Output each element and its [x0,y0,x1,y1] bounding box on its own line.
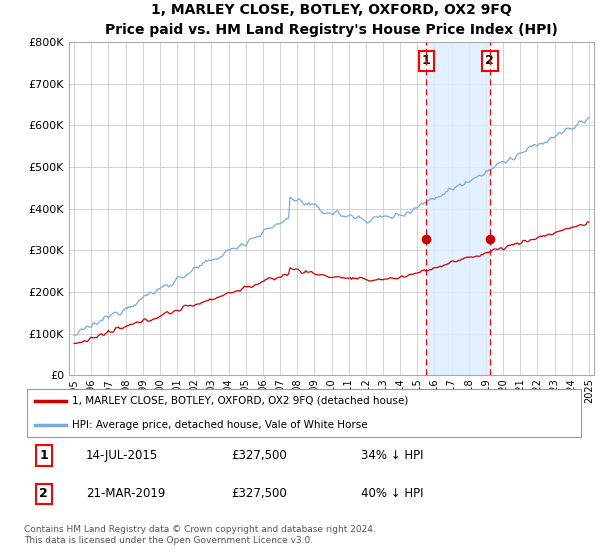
Text: 1, MARLEY CLOSE, BOTLEY, OXFORD, OX2 9FQ (detached house): 1, MARLEY CLOSE, BOTLEY, OXFORD, OX2 9FQ… [71,396,408,406]
Text: 2: 2 [39,487,48,500]
Text: 40% ↓ HPI: 40% ↓ HPI [361,487,423,500]
Text: 2: 2 [485,54,494,67]
Text: £327,500: £327,500 [232,449,287,462]
Title: 1, MARLEY CLOSE, BOTLEY, OXFORD, OX2 9FQ
Price paid vs. HM Land Registry's House: 1, MARLEY CLOSE, BOTLEY, OXFORD, OX2 9FQ… [105,3,558,36]
Text: 1: 1 [39,449,48,462]
Text: 21-MAR-2019: 21-MAR-2019 [86,487,165,500]
Text: 34% ↓ HPI: 34% ↓ HPI [361,449,423,462]
Text: 1: 1 [422,54,431,67]
Text: Contains HM Land Registry data © Crown copyright and database right 2024.
This d: Contains HM Land Registry data © Crown c… [24,525,376,545]
Text: HPI: Average price, detached house, Vale of White Horse: HPI: Average price, detached house, Vale… [71,420,367,430]
FancyBboxPatch shape [27,389,581,437]
Text: 14-JUL-2015: 14-JUL-2015 [86,449,158,462]
Text: £327,500: £327,500 [232,487,287,500]
Bar [427,42,490,375]
